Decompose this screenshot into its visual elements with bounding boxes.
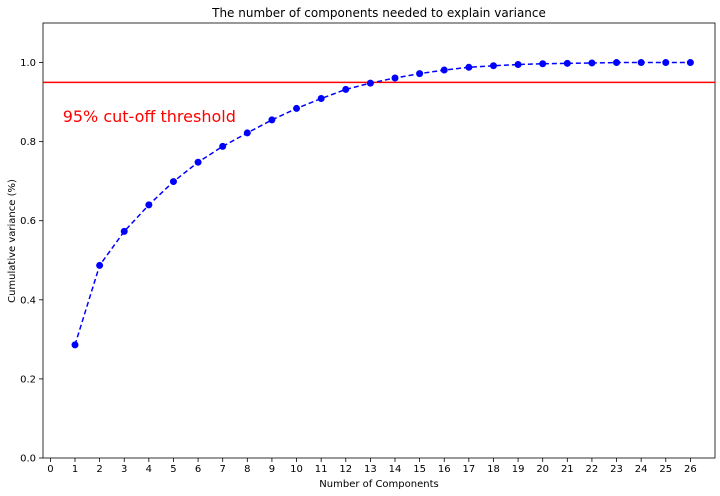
data-point: [145, 201, 153, 209]
data-point: [563, 59, 571, 67]
x-tick-label: 1: [72, 464, 78, 475]
x-tick-label: 12: [339, 464, 352, 475]
data-point: [613, 59, 621, 67]
data-point: [489, 62, 497, 70]
x-tick-label: 9: [269, 464, 275, 475]
data-point: [342, 85, 350, 93]
y-tick-label: 0.4: [20, 295, 36, 306]
x-tick-label: 6: [195, 464, 201, 475]
x-axis-title: Number of Components: [319, 479, 438, 490]
x-tick-label: 5: [170, 464, 176, 475]
data-point: [465, 63, 473, 71]
y-axis-title: Cumulative variance (%): [7, 179, 18, 303]
x-tick-label: 4: [146, 464, 152, 475]
data-point: [317, 95, 325, 103]
data-point: [416, 70, 424, 78]
data-point: [120, 227, 128, 235]
x-tick-label: 14: [389, 464, 402, 475]
x-tick-label: 19: [512, 464, 525, 475]
x-tick-label: 21: [561, 464, 574, 475]
data-point: [243, 129, 251, 137]
x-tick-label: 26: [684, 464, 697, 475]
x-tick-label: 24: [635, 464, 648, 475]
data-point: [440, 66, 448, 74]
chart-title: The number of components needed to expla…: [211, 6, 546, 20]
data-point: [169, 178, 177, 186]
data-point: [391, 74, 399, 82]
data-point: [588, 59, 596, 67]
x-tick-label: 16: [438, 464, 451, 475]
y-tick-label: 0.8: [20, 137, 36, 148]
y-tick-label: 0.2: [20, 374, 36, 385]
x-tick-label: 8: [244, 464, 250, 475]
x-tick-label: 15: [413, 464, 426, 475]
data-point: [539, 60, 547, 68]
x-tick-label: 0: [47, 464, 53, 475]
x-tick-label: 20: [536, 464, 549, 475]
data-point: [366, 79, 374, 87]
x-tick-label: 18: [487, 464, 500, 475]
x-tick-label: 2: [96, 464, 102, 475]
threshold-annotation: 95% cut-off threshold: [63, 107, 236, 126]
plot-frame: [42, 22, 716, 459]
x-tick-label: 22: [586, 464, 599, 475]
y-tick-label: 0.6: [20, 216, 36, 227]
x-tick-label: 13: [364, 464, 377, 475]
x-tick-label: 23: [610, 464, 623, 475]
data-point: [686, 59, 694, 67]
x-tick-label: 11: [315, 464, 328, 475]
data-point: [194, 158, 202, 166]
series-line: [74, 61, 691, 346]
data-point: [514, 61, 522, 69]
data-point: [71, 341, 79, 349]
data-point: [637, 59, 645, 67]
data-point: [268, 116, 276, 124]
data-point: [96, 261, 104, 269]
x-tick-label: 3: [121, 464, 127, 475]
y-tick-label: 1.0: [20, 58, 36, 69]
y-tick-label: 0.0: [20, 454, 36, 465]
x-tick-label: 7: [220, 464, 226, 475]
x-tick-label: 10: [290, 464, 303, 475]
data-point: [662, 59, 670, 67]
data-point: [293, 104, 301, 112]
x-tick-label: 17: [462, 464, 475, 475]
x-tick-label: 25: [659, 464, 672, 475]
plot-area: 0 1 2 3 4 5 6 7 8 9 10 11 12 13 14 15 16 17 18 19 20 21 22 23 24…: [20, 22, 716, 475]
data-point: [219, 142, 227, 150]
